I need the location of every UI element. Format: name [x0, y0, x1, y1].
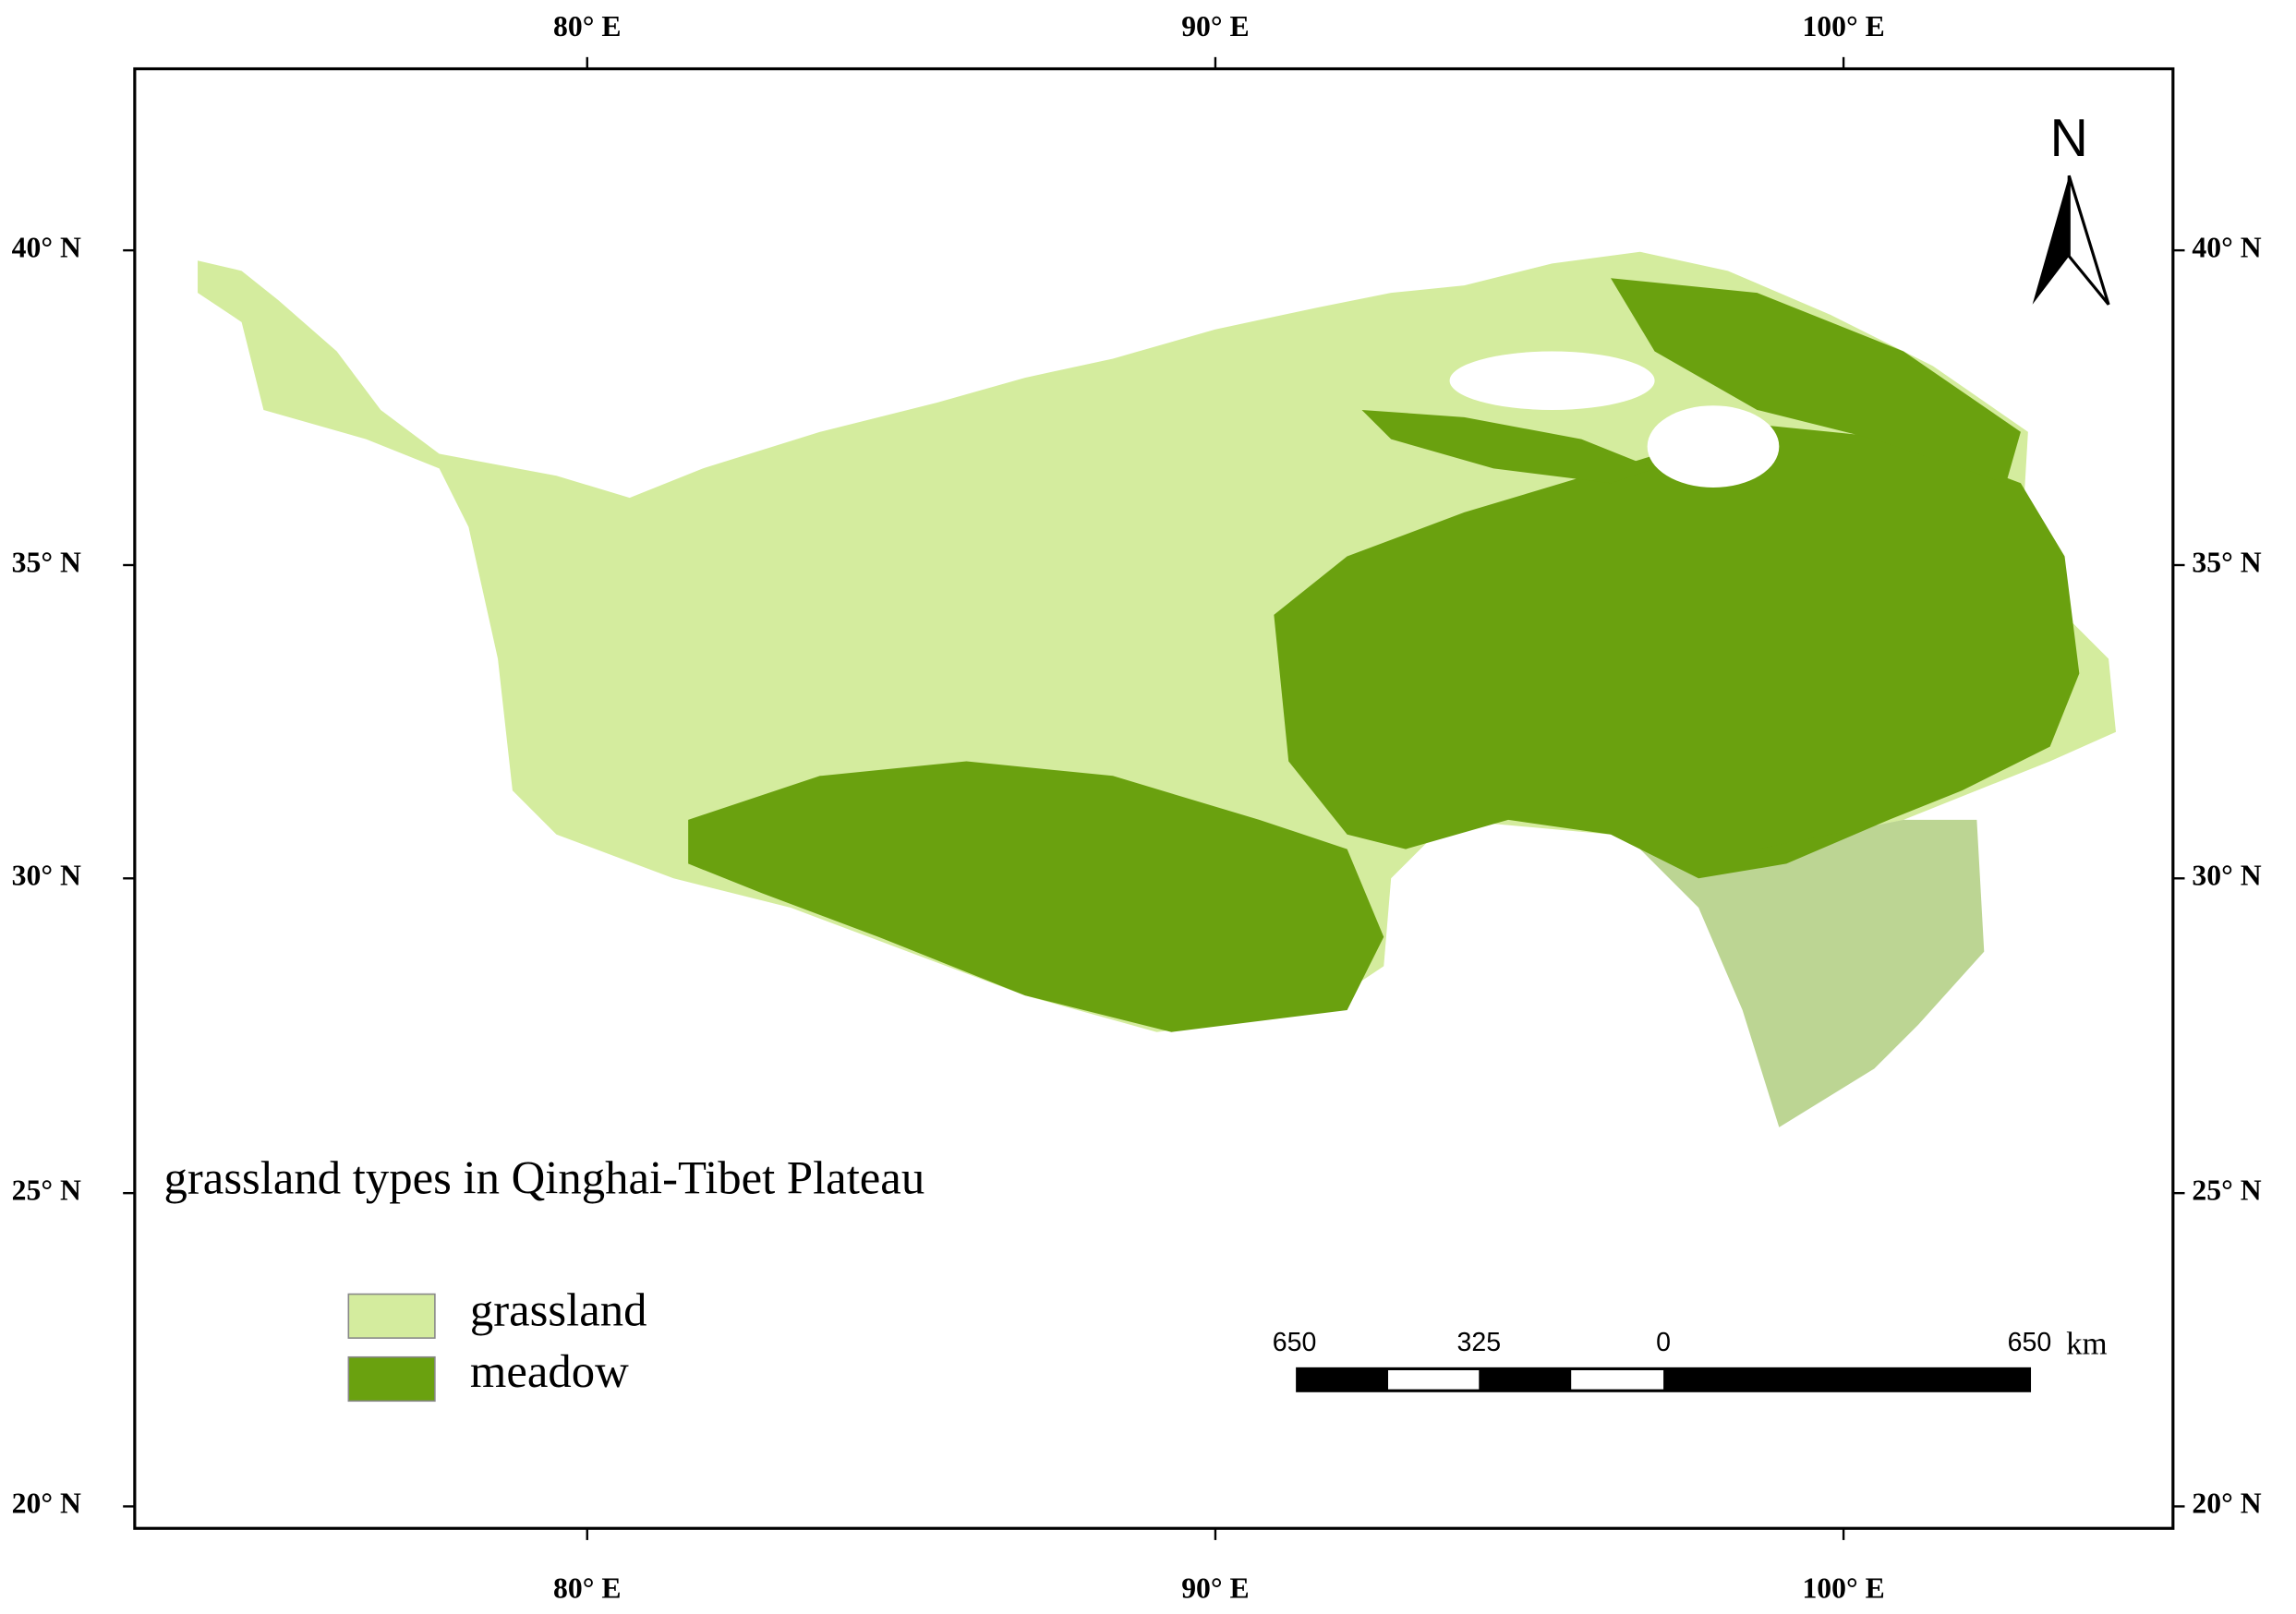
legend-swatch	[347, 1293, 436, 1339]
legend-label: meadow	[470, 1345, 629, 1397]
scale-bar: 650 325 0 650 km	[1273, 1326, 2108, 1392]
north-label: N	[2050, 109, 2088, 168]
scale-label: 650	[2008, 1328, 2052, 1357]
arrow-left	[2032, 175, 2070, 305]
bare-area	[1647, 405, 1780, 488]
longitude-label: 80° E	[553, 10, 621, 42]
longitude-label: 90° E	[1181, 10, 1249, 42]
latitude-label: 35° N	[2192, 546, 2261, 578]
plateau	[198, 251, 2116, 1127]
meadow-area	[1361, 409, 1655, 484]
map-title: grassland types in Qinghai-Tibet Plateau	[164, 1152, 925, 1204]
longitude-label: 90° E	[1181, 1572, 1249, 1605]
longitude-label: 100° E	[1802, 10, 1884, 42]
scale-segment	[1388, 1370, 1480, 1390]
latitude-label: 25° N	[2192, 1174, 2261, 1206]
scale-unit: km	[2066, 1326, 2108, 1362]
arrow-right	[2067, 175, 2110, 306]
scale-label: 0	[1656, 1328, 1671, 1357]
latitude-label: 40° N	[2192, 231, 2261, 263]
bare-area	[1449, 351, 1655, 410]
legend-swatch	[347, 1355, 436, 1403]
legend-label: grassland	[470, 1283, 647, 1335]
scale-label: 325	[1457, 1328, 1502, 1357]
latitude-label: 35° N	[12, 546, 81, 578]
longitude-label: 80° E	[553, 1572, 621, 1605]
meadow-area	[1274, 424, 2080, 879]
latitude-label: 25° N	[12, 1174, 81, 1206]
legend: grassland meadow	[347, 1283, 647, 1403]
scale-label: 650	[1273, 1328, 1317, 1357]
latitude-label: 40° N	[12, 231, 81, 263]
scale-segment	[1571, 1370, 1664, 1390]
longitude-label: 100° E	[1802, 1572, 1884, 1605]
latitude-label: 20° N	[12, 1488, 81, 1520]
latitude-label: 30° N	[12, 860, 81, 892]
latitude-label: 20° N	[2192, 1488, 2261, 1520]
meadow-area	[688, 761, 1384, 1032]
latitude-label: 30° N	[2192, 860, 2261, 892]
meadow-area	[1611, 278, 2021, 484]
north-arrow: N	[2032, 109, 2110, 306]
meadow-sparse-area	[1639, 819, 1985, 1127]
